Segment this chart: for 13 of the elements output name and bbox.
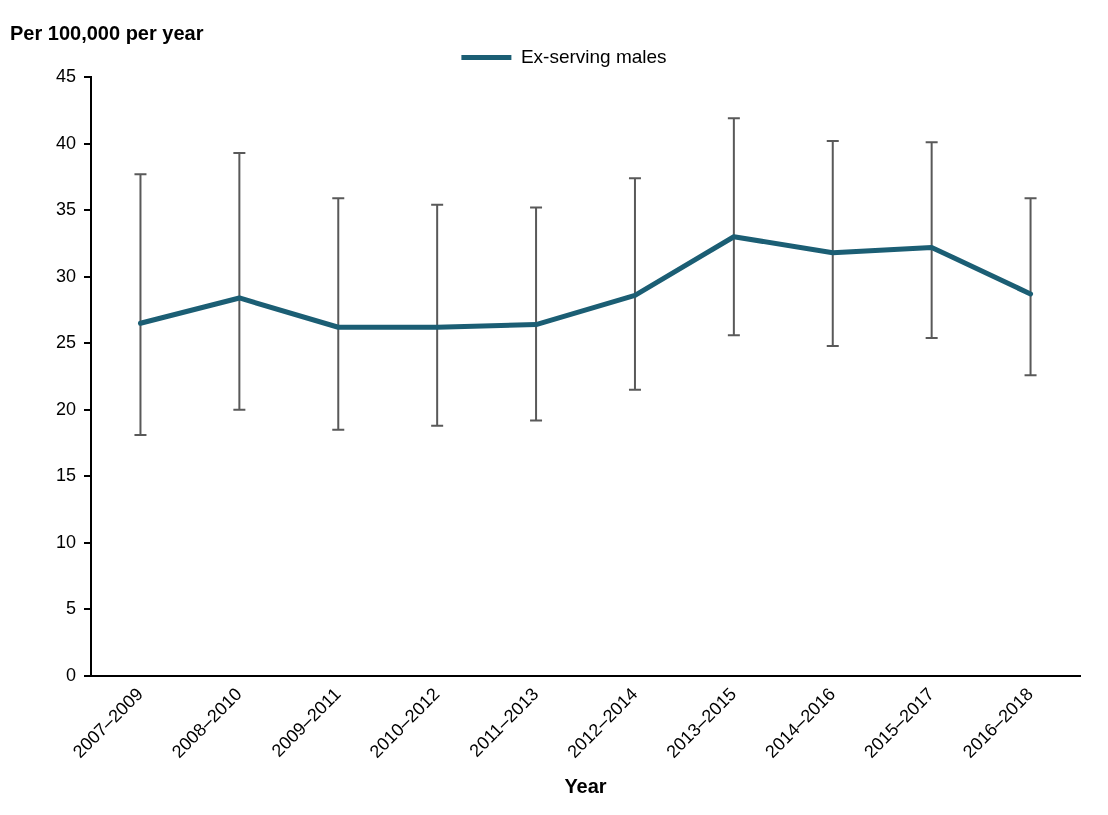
- y-axis-title: Per 100,000 per year: [10, 21, 204, 44]
- y-tick-label: 45: [55, 65, 77, 86]
- y-tick-label: 15: [55, 465, 77, 486]
- y-tick-label: 35: [55, 199, 77, 220]
- y-tick-label: 30: [55, 265, 77, 286]
- y-tick-label: 5: [66, 598, 77, 619]
- y-tick-label: 0: [66, 664, 77, 685]
- legend-label: Ex-serving males: [520, 45, 667, 67]
- y-tick-label: 10: [55, 531, 77, 552]
- x-axis-title: Year: [564, 774, 607, 797]
- y-tick-label: 40: [55, 132, 77, 153]
- y-tick-label: 25: [55, 332, 77, 353]
- y-tick-label: 20: [55, 398, 77, 419]
